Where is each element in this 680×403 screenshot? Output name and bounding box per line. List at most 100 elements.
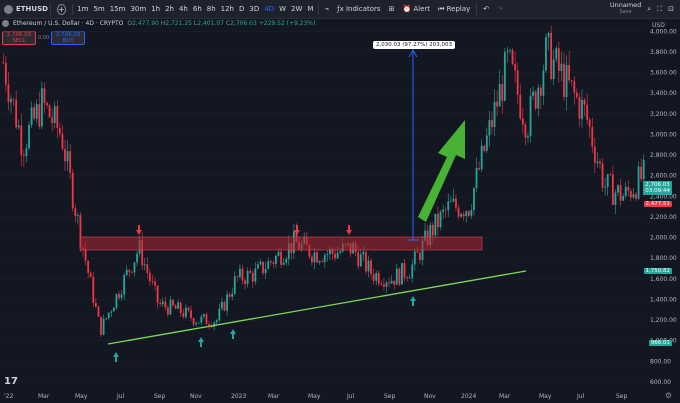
buy-button[interactable]: 2,706.03 BUY — [51, 31, 86, 45]
interval-D[interactable]: D — [238, 5, 245, 13]
candle-body — [529, 95, 532, 137]
replay-label: Replay — [446, 4, 471, 13]
candle-body — [179, 302, 182, 314]
candle-body — [516, 70, 519, 95]
candle-body — [159, 302, 162, 305]
interval-30m[interactable]: 30m — [130, 5, 147, 13]
candle-body — [275, 255, 277, 264]
time-tick: 2024 — [461, 393, 476, 400]
candle-body — [560, 63, 563, 71]
up-arrow-marker — [198, 337, 204, 342]
measure-arrowhead — [408, 48, 418, 58]
candle-body — [601, 163, 604, 188]
interval-12h[interactable]: 12h — [220, 5, 234, 13]
interval-1h[interactable]: 1h — [151, 5, 161, 13]
candle-body — [79, 215, 82, 248]
candle-body — [120, 294, 123, 298]
templates-button[interactable]: ⊞ — [388, 5, 395, 13]
candle-body — [339, 251, 342, 253]
candle-body — [94, 302, 97, 307]
candle-body — [51, 117, 54, 123]
candle-body — [431, 224, 434, 236]
candle-body — [429, 224, 432, 246]
replay-button[interactable]: ⏮ Replay — [438, 4, 471, 13]
alert-label: Alert — [413, 5, 431, 13]
time-tick: Nov — [424, 393, 436, 400]
interval-4h[interactable]: 4h — [178, 5, 188, 13]
legend-low: 2,401.07 — [197, 20, 224, 27]
interval-3D[interactable]: 3D — [249, 5, 260, 13]
time-tick: Sep — [154, 393, 166, 400]
candle-body — [213, 322, 216, 328]
alert-button[interactable]: ⏰ Alert — [402, 5, 431, 13]
candle-body — [226, 294, 228, 311]
interval-6h[interactable]: 6h — [192, 5, 202, 13]
candle-body — [593, 146, 596, 163]
candle-body — [97, 306, 100, 317]
candle-body — [637, 166, 640, 199]
interval-4D[interactable]: 4D — [264, 5, 275, 13]
legend-open: 2,477.90 — [132, 20, 159, 27]
candle-body — [231, 293, 234, 297]
candle-body — [498, 84, 501, 107]
candle-body — [25, 148, 28, 157]
layout-menu[interactable]: Unnamed Save — [610, 2, 641, 16]
camera-icon[interactable]: ⊡ — [668, 5, 674, 13]
chart-legend: Ethereum / U.S. Dollar · 4D · CRYPTO O2,… — [2, 20, 315, 27]
candle-body — [491, 120, 493, 128]
last-price-tag: 2,706.03 03:09:44 — [643, 181, 672, 195]
redo-icon[interactable]: ↷ — [497, 5, 504, 13]
interval-2h[interactable]: 2h — [165, 5, 174, 13]
candle-body — [58, 127, 61, 134]
candle-body — [143, 264, 146, 266]
candle-body — [308, 245, 311, 257]
chart-type-button[interactable]: ⌁ — [324, 5, 330, 13]
interval-1m[interactable]: 1m — [77, 5, 89, 13]
indicators-button[interactable]: ƒx Indicators — [337, 5, 381, 13]
candle-body — [555, 48, 558, 60]
candle-body — [365, 252, 367, 272]
candle-body — [107, 312, 110, 319]
candle-body — [61, 133, 64, 150]
undo-icon[interactable]: ↶ — [483, 5, 490, 13]
up-arrow-stem — [115, 357, 117, 362]
interval-2W[interactable]: 2W — [290, 5, 303, 13]
candle-body — [53, 106, 56, 123]
candle-body — [406, 277, 408, 279]
compare-button[interactable]: + — [53, 3, 70, 15]
interval-W[interactable]: W — [279, 5, 286, 13]
interval-M[interactable]: M — [307, 5, 314, 13]
interval-8h[interactable]: 8h — [206, 5, 216, 13]
candle-body — [76, 215, 79, 216]
candle-body — [239, 268, 241, 277]
candle-body — [15, 99, 18, 128]
price-tick: 2,200.00 — [650, 214, 677, 221]
candle-body — [125, 269, 128, 276]
search-icon[interactable]: ⌕ — [647, 4, 652, 13]
price-tick: 2,800.00 — [650, 152, 677, 159]
price-tick: 1,600.00 — [650, 276, 677, 283]
candle-body — [321, 261, 324, 263]
up-arrow-marker — [230, 329, 236, 334]
gear-icon[interactable]: ⚙ — [664, 391, 672, 400]
candle-body — [187, 307, 190, 311]
time-tick: 2023 — [231, 393, 246, 400]
candle-body — [87, 260, 90, 273]
candle-body — [35, 104, 38, 119]
interval-15m[interactable]: 15m — [109, 5, 126, 13]
fullscreen-icon[interactable]: ⛶ — [657, 4, 663, 13]
candle-body — [467, 211, 470, 216]
candle-body — [174, 305, 177, 309]
candle-body — [10, 98, 12, 103]
interval-5m[interactable]: 5m — [93, 5, 105, 13]
price-tick: 4,000.00 — [650, 28, 677, 35]
candle-body — [635, 194, 637, 199]
candle-body — [46, 103, 48, 106]
symbol-search[interactable]: ETHUSD — [0, 4, 48, 14]
candle-body — [208, 324, 210, 326]
time-axis[interactable]: '22 Mar May Jul Sep Nov 2023 Mar May Jul Sep Nov 202… — [4, 393, 628, 400]
price-tag-red: 2,477.51 — [643, 201, 672, 207]
time-tick: Jul — [576, 393, 585, 400]
